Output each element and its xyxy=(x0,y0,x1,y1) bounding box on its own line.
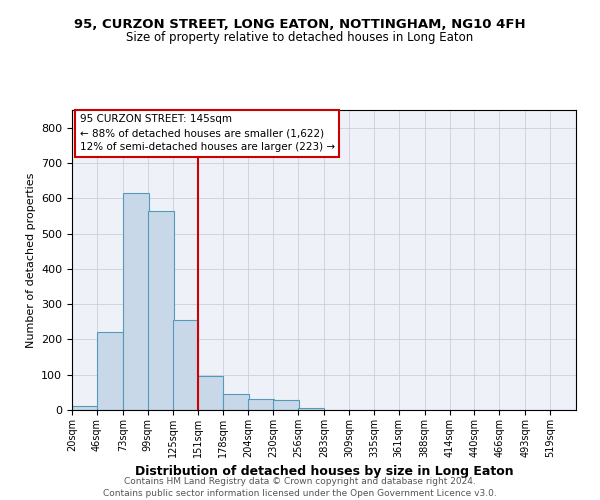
Bar xyxy=(72,406,98,410)
Bar xyxy=(148,210,173,410)
Bar xyxy=(123,193,149,410)
X-axis label: Distribution of detached houses by size in Long Eaton: Distribution of detached houses by size … xyxy=(134,466,514,478)
Bar xyxy=(173,320,199,410)
Bar xyxy=(223,394,249,410)
Bar xyxy=(298,408,324,410)
Bar xyxy=(248,400,274,410)
Text: Contains public sector information licensed under the Open Government Licence v3: Contains public sector information licen… xyxy=(103,489,497,498)
Text: Size of property relative to detached houses in Long Eaton: Size of property relative to detached ho… xyxy=(127,31,473,44)
Bar xyxy=(97,332,123,410)
Text: 95 CURZON STREET: 145sqm
← 88% of detached houses are smaller (1,622)
12% of sem: 95 CURZON STREET: 145sqm ← 88% of detach… xyxy=(80,114,335,152)
Text: Contains HM Land Registry data © Crown copyright and database right 2024.: Contains HM Land Registry data © Crown c… xyxy=(124,478,476,486)
Text: 95, CURZON STREET, LONG EATON, NOTTINGHAM, NG10 4FH: 95, CURZON STREET, LONG EATON, NOTTINGHA… xyxy=(74,18,526,30)
Y-axis label: Number of detached properties: Number of detached properties xyxy=(26,172,35,348)
Bar xyxy=(273,400,299,410)
Bar xyxy=(197,376,223,410)
